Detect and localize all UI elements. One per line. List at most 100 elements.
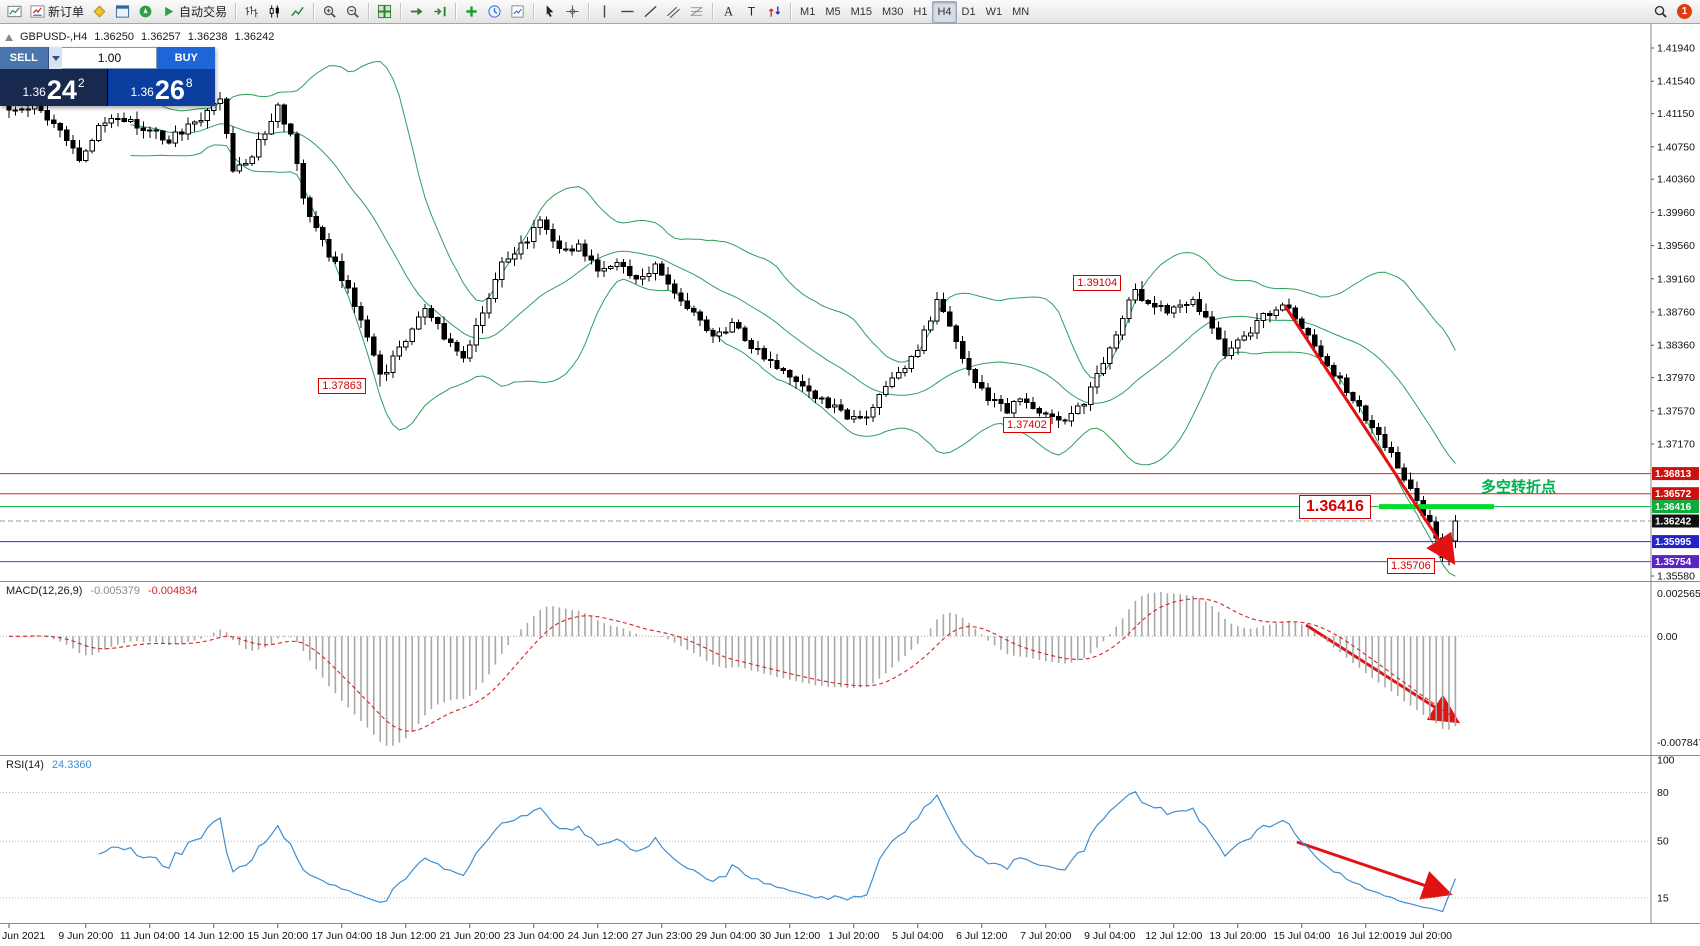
- svg-text:1.39560: 1.39560: [1657, 240, 1695, 252]
- autotrading-button[interactable]: 自动交易: [157, 1, 231, 23]
- symbol-marker-icon: [5, 33, 13, 41]
- tf-H1[interactable]: H1: [913, 5, 928, 18]
- indicators-add-icon[interactable]: [460, 1, 483, 23]
- svg-text:13 Jul 20:00: 13 Jul 20:00: [1209, 930, 1266, 942]
- price-label[interactable]: 1.37402: [1003, 416, 1051, 433]
- svg-text:1.36416: 1.36416: [1655, 502, 1692, 513]
- panel-separators[interactable]: [0, 24, 1700, 924]
- text-icon[interactable]: A: [717, 1, 740, 23]
- data-window-icon[interactable]: [111, 1, 134, 23]
- horizontal-line-icon[interactable]: [616, 1, 639, 23]
- channel-icon[interactable]: [662, 1, 685, 23]
- svg-text:11 Jun 04:00: 11 Jun 04:00: [120, 930, 180, 942]
- time-axis[interactable]: Jun 2021 9 Jun 20:00 11 Jun 04:00 14 Jun 12…: [2, 924, 1452, 942]
- tf-W1[interactable]: W1: [985, 5, 1003, 18]
- chart-annotation: 多空转折点: [1481, 478, 1557, 496]
- price-axis[interactable]: 1.41940 1.41540 1.41150 1.40750 1.40360 1.399…: [1651, 43, 1700, 905]
- svg-text:6 Jul 12:00: 6 Jul 12:00: [956, 930, 1008, 942]
- toolbar-separator: [313, 3, 315, 20]
- sell-button[interactable]: SELL: [0, 47, 48, 69]
- buy-price[interactable]: 1.36 26 8: [107, 69, 215, 106]
- sell-price-prefix: 1.36: [22, 85, 46, 99]
- chart-shift-icon[interactable]: [428, 1, 451, 23]
- price-label[interactable]: 1.36416: [1299, 494, 1371, 519]
- svg-text:1.40360: 1.40360: [1657, 174, 1695, 186]
- one-click-trading-panel: SELL BUY 1.36 24 2 1.36 26 8: [0, 47, 215, 106]
- svg-text:A: A: [724, 5, 733, 19]
- tf-D1[interactable]: D1: [961, 5, 976, 18]
- price-label[interactable]: 1.35706: [1387, 557, 1435, 574]
- navigator-icon[interactable]: [134, 1, 157, 23]
- buy-price-sup: 8: [185, 76, 193, 90]
- svg-text:50: 50: [1657, 836, 1669, 848]
- tf-H4[interactable]: H4: [932, 0, 957, 23]
- bars-chart-icon[interactable]: [240, 1, 263, 23]
- svg-text:1.35580: 1.35580: [1657, 571, 1695, 583]
- volume-dropdown-icon[interactable]: [47, 47, 63, 69]
- sell-price[interactable]: 1.36 24 2: [0, 69, 107, 106]
- notification-badge[interactable]: 1: [1677, 4, 1692, 19]
- auto-scroll-icon[interactable]: [405, 1, 428, 23]
- svg-text:27 Jun 23:00: 27 Jun 23:00: [631, 930, 692, 942]
- crosshair-icon[interactable]: [561, 1, 584, 23]
- svg-text:Jun 2021: Jun 2021: [2, 930, 45, 942]
- metaeditor-icon[interactable]: [88, 1, 111, 23]
- svg-text:80: 80: [1657, 787, 1669, 799]
- tf-M1[interactable]: M1: [800, 5, 816, 18]
- volume-input[interactable]: [62, 47, 158, 69]
- tf-M30[interactable]: M30: [882, 5, 904, 18]
- rsi-indicator-label: RSI(14) 24.3360: [6, 759, 92, 771]
- toolbar-separator: [790, 3, 792, 20]
- svg-text:1.35754: 1.35754: [1655, 557, 1692, 568]
- svg-text:1.39160: 1.39160: [1657, 273, 1695, 285]
- sell-price-sup: 2: [77, 76, 85, 90]
- periods-icon[interactable]: [483, 1, 506, 23]
- toolbar-separator: [455, 3, 457, 20]
- vertical-line-icon[interactable]: [593, 1, 616, 23]
- quote-high: 1.36257: [141, 31, 181, 43]
- svg-text:1.41150: 1.41150: [1657, 108, 1694, 120]
- toolbar-separator: [588, 3, 590, 20]
- new-chart-icon[interactable]: [3, 1, 26, 23]
- tile-windows-icon[interactable]: [373, 1, 396, 23]
- svg-text:9 Jun 20:00: 9 Jun 20:00: [58, 930, 113, 942]
- buy-price-prefix: 1.36: [130, 85, 154, 99]
- line-chart-icon[interactable]: [286, 1, 309, 23]
- arrows-icon[interactable]: [763, 1, 786, 23]
- fibonacci-icon[interactable]: [685, 1, 708, 23]
- svg-text:1.36572: 1.36572: [1655, 489, 1692, 500]
- candlesticks: [6, 92, 1459, 566]
- rsi-panel: [0, 791, 1651, 913]
- horizontal-level-lines[interactable]: [0, 473, 1651, 563]
- toolbar-separator: [368, 3, 370, 20]
- svg-text:1.36813: 1.36813: [1655, 469, 1692, 480]
- bollinger-bands: [130, 60, 1456, 577]
- cursor-icon[interactable]: [538, 1, 561, 23]
- sell-price-big: 24: [46, 75, 77, 105]
- zoom-in-icon[interactable]: [318, 1, 341, 23]
- trendline-icon[interactable]: [639, 1, 662, 23]
- search-icon[interactable]: [1649, 1, 1672, 23]
- macd-signal-value: -0.004834: [147, 585, 198, 597]
- text-label-icon[interactable]: T: [740, 1, 763, 23]
- toolbar-separator: [235, 3, 237, 20]
- tf-M5[interactable]: M5: [825, 5, 841, 18]
- macd-main-value: -0.005379: [90, 585, 140, 597]
- quote-header: GBPUSD-,H4 1.36250 1.36257 1.36238 1.362…: [5, 31, 274, 43]
- new-order-button[interactable]: 新订单: [26, 1, 88, 23]
- buy-button[interactable]: BUY: [157, 47, 215, 69]
- price-label[interactable]: 1.37863: [318, 378, 366, 395]
- price-label[interactable]: 1.39104: [1073, 275, 1122, 292]
- toolbar-separator: [712, 3, 714, 20]
- svg-text:1.41540: 1.41540: [1657, 76, 1695, 88]
- templates-icon[interactable]: [506, 1, 529, 23]
- candlestick-chart-icon[interactable]: [263, 1, 286, 23]
- tf-M15[interactable]: M15: [850, 5, 872, 18]
- svg-text:18 Jun 12:00: 18 Jun 12:00: [375, 930, 436, 942]
- toolbar-separator: [400, 3, 402, 20]
- svg-text:1.40750: 1.40750: [1657, 141, 1695, 153]
- tf-MN[interactable]: MN: [1012, 5, 1030, 18]
- zoom-out-icon[interactable]: [341, 1, 364, 23]
- svg-text:23 Jun 04:00: 23 Jun 04:00: [503, 930, 564, 942]
